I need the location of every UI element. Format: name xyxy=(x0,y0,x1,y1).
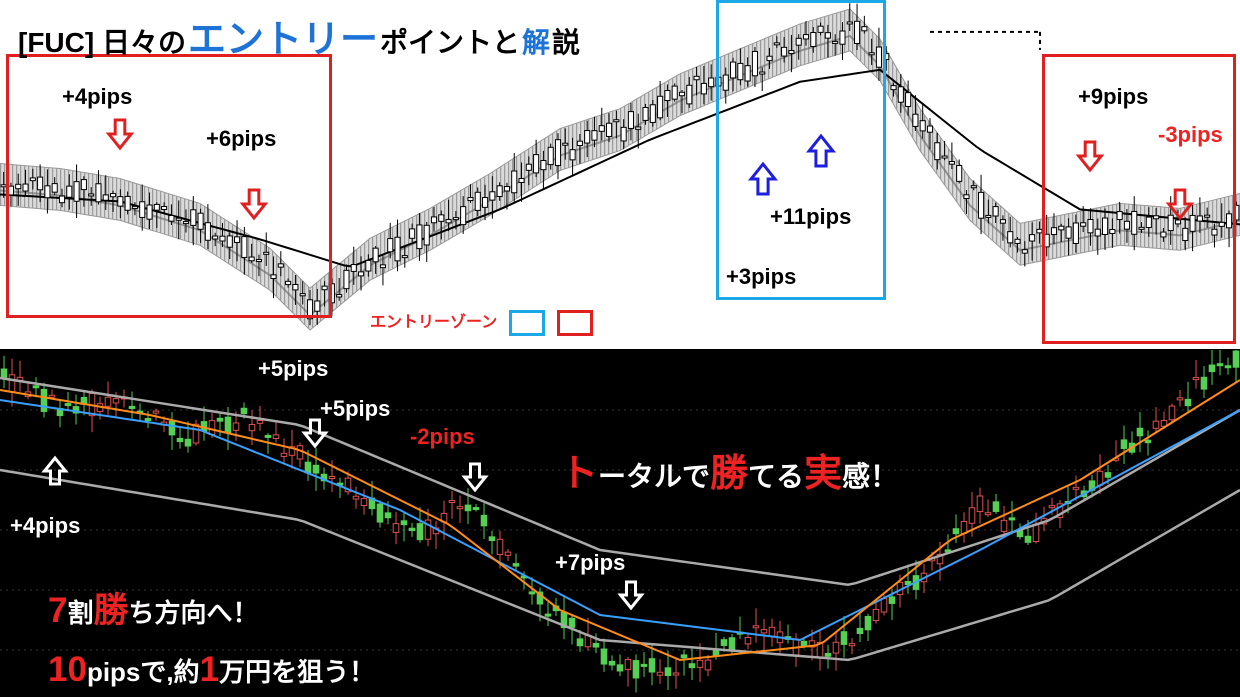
phrase-segment: ト xyxy=(560,453,598,495)
slogan-70-percent: 7割勝ち方向へ！ xyxy=(48,582,259,633)
entry-zone-box xyxy=(716,0,886,300)
title-segment: 説 xyxy=(552,21,580,61)
arrow-up-icon xyxy=(804,134,838,168)
entry-zone-box xyxy=(6,54,332,318)
page-title: [FUC] 日々のエントリーポイントと解説 xyxy=(18,8,580,63)
phrase-segment: ち方向へ！ xyxy=(129,598,259,628)
phrase-segment: pipsで,約 xyxy=(87,657,200,687)
slogan-total-win: トータルで勝てる実感！ xyxy=(560,442,898,497)
phrase-segment: 実 xyxy=(804,453,842,495)
phrase-segment: 感！ xyxy=(842,461,898,492)
slogan-10pips: 10pipsで,約1万円を狙う！ xyxy=(48,650,375,690)
title-segment: [FUC] 日々の xyxy=(18,21,186,61)
title-segment: エントリー xyxy=(188,8,378,63)
arrow-up-icon xyxy=(40,456,70,486)
phrase-segment: 勝 xyxy=(710,453,748,495)
entry-zone-box xyxy=(1042,54,1236,344)
top-panel: [FUC] 日々のエントリーポイントと解説 +4pips+6pips+3pips… xyxy=(0,0,1240,350)
arrow-down-icon xyxy=(1074,140,1106,172)
arrow-down-icon xyxy=(238,188,270,220)
arrow-down-icon xyxy=(616,580,646,610)
title-segment: 解 xyxy=(522,21,550,61)
phrase-segment: を狙う！ xyxy=(271,657,375,687)
arrow-down-icon xyxy=(460,462,490,492)
phrase-segment: 勝 xyxy=(93,591,128,630)
phrase-segment: 7 xyxy=(48,591,67,630)
arrow-up-icon xyxy=(746,162,780,196)
arrow-down-icon xyxy=(300,418,330,448)
bottom-chart-svg xyxy=(0,350,1240,697)
phrase-segment: 10 xyxy=(48,650,87,689)
phrase-segment: てる xyxy=(748,461,804,492)
arrow-down-icon xyxy=(1164,188,1196,220)
phrase-segment: 万円 xyxy=(219,657,271,687)
title-segment: ポイントと xyxy=(380,21,520,61)
arrow-down-icon xyxy=(104,118,136,150)
phrase-segment: 1 xyxy=(200,650,219,689)
bottom-panel: +4pips+5pips+5pips-2pips+7pips トータルで勝てる実… xyxy=(0,350,1240,697)
phrase-segment: ータルで xyxy=(598,461,710,492)
phrase-segment: 割 xyxy=(67,598,93,628)
